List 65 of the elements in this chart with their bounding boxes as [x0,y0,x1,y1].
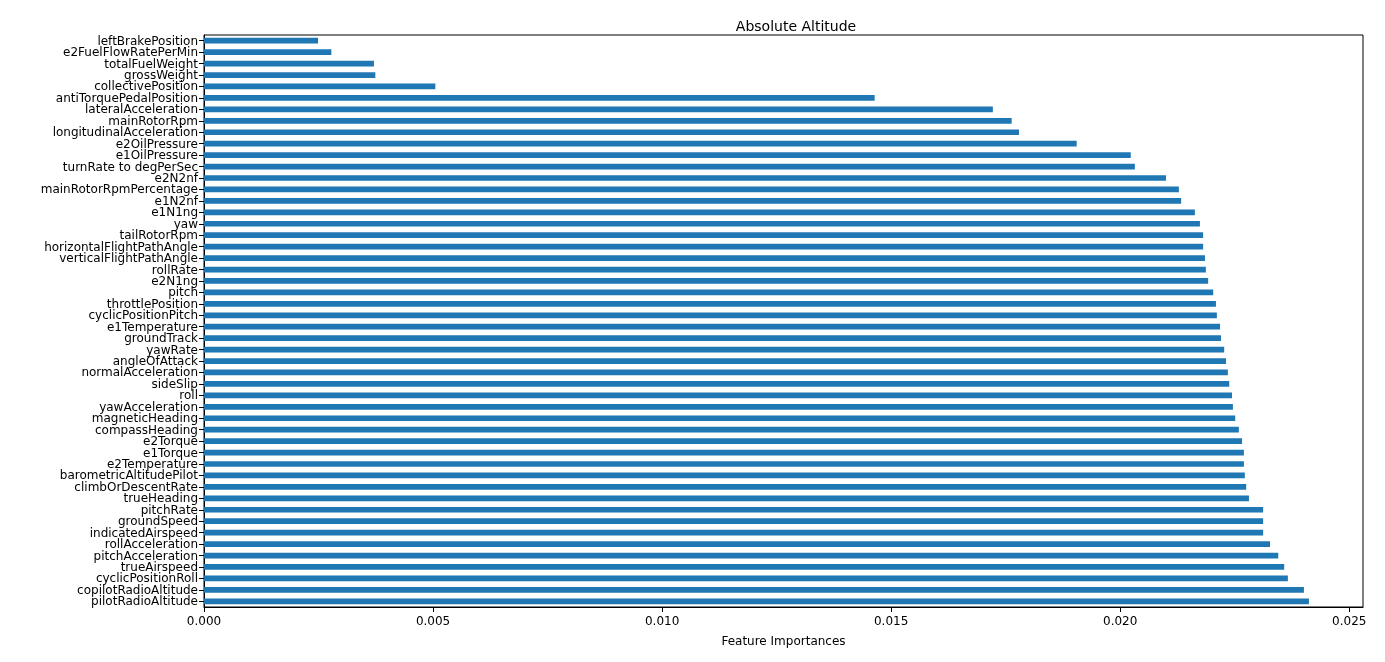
bar [204,312,1217,319]
bar [204,140,1077,147]
bar [204,506,1264,513]
bar [204,300,1216,307]
bar [204,49,332,56]
x-tick-label: 0.000 [186,614,222,628]
bar [204,415,1236,422]
y-tick-label: magneticHeading [91,411,198,426]
y-tick-label: pilotRadioAltitude [91,594,198,609]
bar [204,209,1195,216]
y-tick-label: antiTorquePedalPosition [55,90,198,105]
x-tick-label: 0.015 [873,614,909,628]
bar [204,586,1304,593]
y-tick-label: mainRotorRpm [108,113,198,128]
y-tick-label: pitch [168,285,198,300]
bar [204,529,1264,536]
y-tick-label: mainRotorRpmPercentage [40,182,198,197]
bar [204,598,1309,605]
bar [204,175,1167,181]
y-tick-label: sideSlip [151,376,198,391]
y-tick-label: totalFuelWeight [104,56,199,71]
x-tick-label: 0.020 [1103,614,1138,628]
y-tick-label: groundSpeed [117,514,198,529]
bar [204,72,376,78]
x-tick-label: 0.025 [1332,614,1367,628]
y-tick-label: grossWeight [124,68,199,83]
bar [204,220,1200,227]
bar [204,129,1019,136]
x-tick-label: 0.005 [415,614,451,628]
y-tick-label: turnRate to degPerSec [62,159,198,174]
y-tick-label: climbOrDescentRate [74,479,198,494]
y-tick-label: angleOfAttack [112,354,199,369]
y-tick-label: trueHeading [123,491,198,506]
bar [204,335,1221,342]
bar [204,198,1182,204]
bar [204,518,1264,525]
y-tick-label: e2Temperature [106,457,198,471]
bar [204,426,1239,433]
bar [204,95,875,101]
bar [204,461,1244,467]
y-tick-label: e1Torque [143,445,198,460]
bar [204,117,1012,124]
bar [204,484,1247,490]
bar [204,403,1233,410]
bar [204,358,1227,364]
bar [204,232,1204,239]
bar [204,438,1243,444]
bar [204,255,1205,261]
bar [204,495,1249,502]
y-tick-label: e1N1ng [151,205,198,220]
bar [204,541,1271,547]
bar [204,564,1285,570]
x-tick-label: 0.010 [644,614,680,628]
x-axis-title: Feature Importances [721,634,846,648]
y-tick-label: verticalFlightPathAngle [59,251,198,266]
bar [204,243,1204,250]
y-tick-label: longitudinalAcceleration [52,125,198,140]
y-tick-label: cyclicPositionRoll [95,571,198,586]
bar [204,37,319,44]
bar [204,278,1209,284]
bar [204,152,1131,158]
bar [204,323,1221,330]
bar [204,381,1230,387]
y-tick-label: e2N1ng [151,273,198,288]
chart-title: Absolute Altitude [735,18,857,34]
